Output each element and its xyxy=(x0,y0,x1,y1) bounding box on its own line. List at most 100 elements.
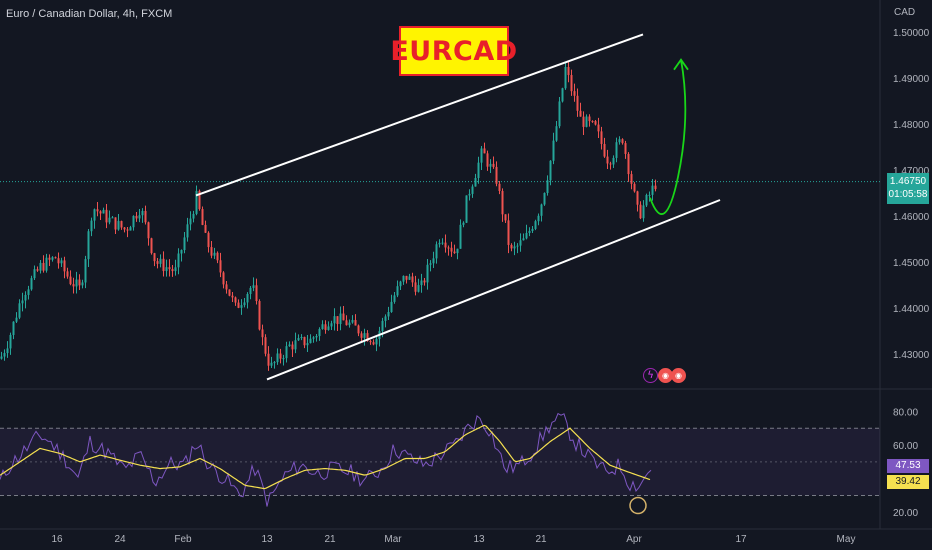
flag-icon[interactable]: ◉ xyxy=(658,368,673,383)
candle-body xyxy=(60,260,63,264)
candle-body xyxy=(480,148,483,163)
candle-body xyxy=(234,297,237,303)
candle-body xyxy=(531,228,534,231)
candle-body xyxy=(507,220,510,245)
candle-body xyxy=(369,341,372,343)
candle-body xyxy=(258,301,261,330)
candle-body xyxy=(321,324,324,329)
candle-body xyxy=(297,338,300,341)
candle-body xyxy=(495,166,498,184)
candle-body xyxy=(540,204,543,216)
candle-body xyxy=(387,312,390,317)
candle-body xyxy=(360,333,363,338)
candle-body xyxy=(564,67,567,89)
candle-body xyxy=(600,131,603,144)
candle-body xyxy=(351,319,354,323)
candle-body xyxy=(456,248,459,254)
candle-body xyxy=(516,245,519,247)
time-tick-label: 13 xyxy=(261,534,273,545)
candle-body xyxy=(621,139,624,144)
candle-body xyxy=(582,116,585,127)
candle-body xyxy=(36,269,39,271)
candle-body xyxy=(375,339,378,345)
candle-body xyxy=(186,224,189,238)
candle-body xyxy=(519,240,522,246)
candle-body xyxy=(216,252,219,261)
rsi-line xyxy=(0,412,652,507)
candle-body xyxy=(654,185,657,190)
candle-body xyxy=(363,333,366,338)
candle-body xyxy=(177,253,180,268)
candle-body xyxy=(357,325,360,334)
time-tick-label: May xyxy=(837,534,856,545)
candle-body xyxy=(288,344,291,347)
candle-body xyxy=(501,190,504,215)
price-badge-value: 1.46750 xyxy=(889,176,927,187)
candle-body xyxy=(489,163,492,167)
candle-body xyxy=(642,205,645,219)
time-tick-label: Feb xyxy=(174,534,192,545)
price-tick-label: 1.43000 xyxy=(893,350,930,361)
event-icons: ϟ ◉ ◉ xyxy=(643,368,686,383)
candle-body xyxy=(48,257,51,260)
candle-body xyxy=(108,217,111,223)
candle-body xyxy=(273,362,276,364)
candle-body xyxy=(633,183,636,192)
candle-body xyxy=(6,348,9,354)
time-tick-label: 24 xyxy=(114,534,126,545)
candle-body xyxy=(300,337,303,339)
candle-body xyxy=(219,260,222,273)
candle-body xyxy=(462,222,465,225)
candle-body xyxy=(336,316,339,325)
candle-body xyxy=(471,186,474,194)
candle-body xyxy=(534,221,537,229)
candle-body xyxy=(348,322,351,326)
candle-body xyxy=(453,251,456,254)
candle-body xyxy=(411,276,414,283)
candle-body xyxy=(318,328,321,337)
candle-body xyxy=(228,289,231,296)
candle-body xyxy=(624,143,627,154)
candle-body xyxy=(111,217,114,219)
candle-body xyxy=(441,242,444,244)
candle-body xyxy=(66,271,69,277)
candle-body xyxy=(276,353,279,363)
channel-lower-line xyxy=(266,199,721,381)
candle-body xyxy=(390,301,393,313)
candle-body xyxy=(381,320,384,332)
candle-body xyxy=(282,358,285,360)
rsi-tick-label: 80.00 xyxy=(893,407,918,418)
candle-body xyxy=(603,143,606,157)
candle-body xyxy=(561,88,564,102)
lightning-icon[interactable]: ϟ xyxy=(643,368,658,383)
candle-body xyxy=(57,258,60,264)
candle-body xyxy=(528,230,531,233)
candle-body xyxy=(96,209,99,212)
candle-body xyxy=(171,269,174,272)
price-tick-label: 1.44000 xyxy=(893,304,930,315)
time-tick-label: 21 xyxy=(324,534,336,545)
candle-body xyxy=(81,282,84,286)
candle-body xyxy=(141,210,144,216)
candle-body xyxy=(333,316,336,324)
candle-body xyxy=(309,338,312,344)
candle-body xyxy=(54,257,57,259)
candle-body xyxy=(591,121,594,123)
candle-body xyxy=(126,229,129,231)
candle-body xyxy=(543,192,546,205)
candle-body xyxy=(342,313,345,321)
projection-path xyxy=(649,59,687,216)
candle-body xyxy=(609,163,612,165)
currency-label: CAD xyxy=(894,7,916,18)
candle-body xyxy=(231,295,234,298)
candle-body xyxy=(168,267,171,270)
candle-body xyxy=(612,157,615,165)
candle-body xyxy=(585,116,588,127)
candle-body xyxy=(180,250,183,254)
time-tick-label: 13 xyxy=(473,534,485,545)
price-tick-label: 1.48000 xyxy=(893,120,930,131)
flag-icon-2[interactable]: ◉ xyxy=(671,368,686,383)
candle-body xyxy=(504,214,507,221)
candle-body xyxy=(522,238,525,241)
